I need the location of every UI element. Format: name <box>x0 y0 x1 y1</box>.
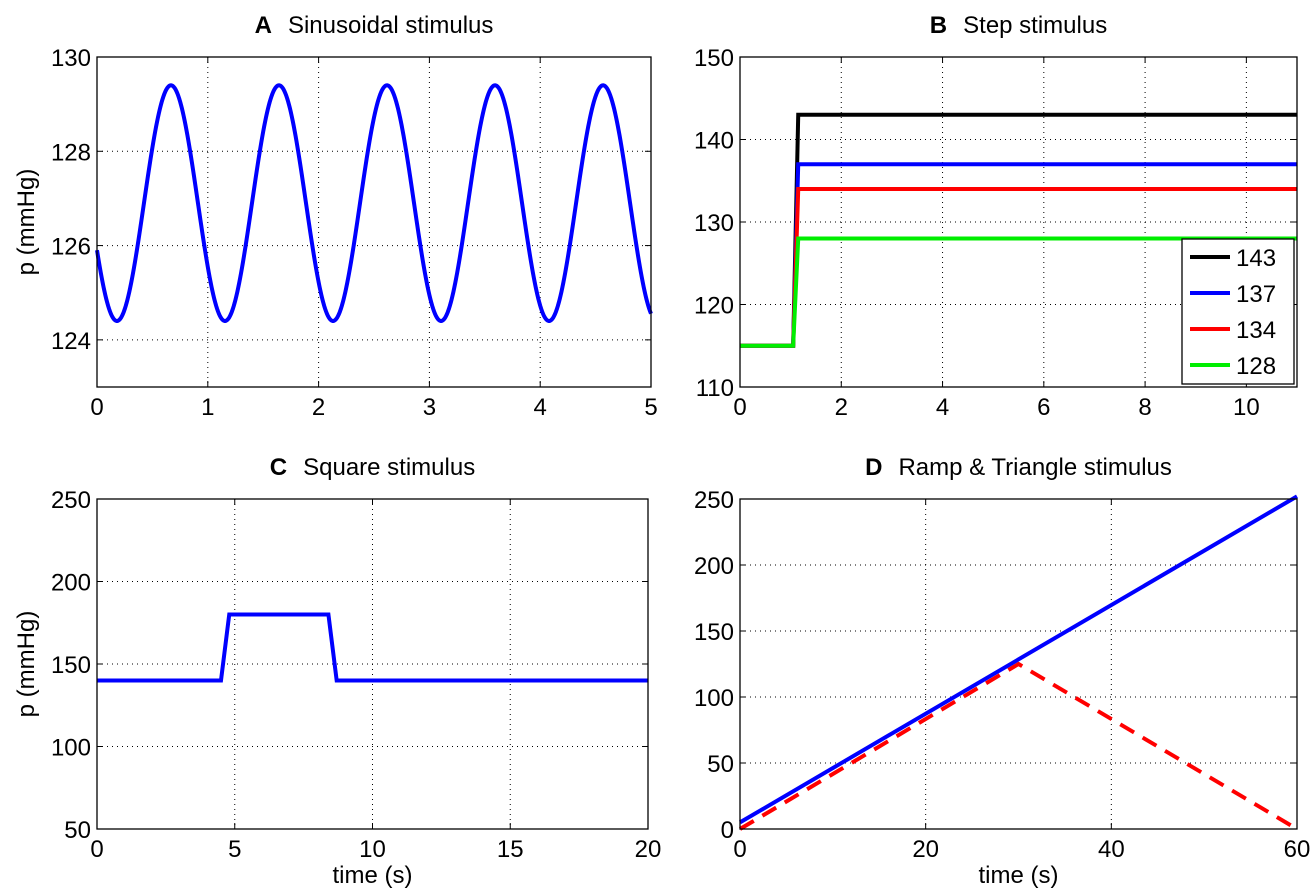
series-line-sinusoid <box>95 83 653 323</box>
x-tick-label: 20 <box>635 836 662 863</box>
panel-title: A Sinusoidal stimulus <box>255 12 494 39</box>
y-tick-label: 100 <box>51 735 91 762</box>
y-tick-label: 130 <box>51 45 91 72</box>
y-tick-label: 50 <box>64 817 91 844</box>
y-tick-label: 120 <box>694 293 734 320</box>
x-tick-label: 6 <box>1037 394 1050 421</box>
series-line-solid <box>97 612 648 683</box>
panel-title-text: Square stimulus <box>303 454 475 481</box>
panel-title-text: Step stimulus <box>963 12 1107 39</box>
legend-label: 137 <box>1236 281 1276 308</box>
x-tick-label: 5 <box>228 836 241 863</box>
legend-label: 128 <box>1236 353 1276 380</box>
y-tick-label: 0 <box>721 817 734 844</box>
y-tick-label: 200 <box>51 570 91 597</box>
y-tick-label: 150 <box>694 619 734 646</box>
x-tick-label: 8 <box>1138 394 1151 421</box>
legend-box <box>1181 238 1295 385</box>
x-tick-label: 5 <box>644 394 657 421</box>
x-tick-label: 10 <box>359 836 386 863</box>
x-tick-label: 60 <box>1284 836 1311 863</box>
panel-a: 0 1 2 3 4 5 124 126 128 130 A Sinusoidal stimulus p … <box>13 12 658 421</box>
panel-d: 0 20 40 60 0 50 100 150 200 250 D Ramp & Triangle s… <box>694 454 1310 889</box>
x-tick-label: 4 <box>936 394 949 421</box>
series-line-solid <box>738 494 1299 825</box>
x-tick-label: 0 <box>90 394 103 421</box>
panel-title-text: Ramp & Triangle stimulus <box>898 454 1171 481</box>
panel-title: D Ramp & Triangle stimulus <box>865 454 1172 481</box>
y-tick-label: 100 <box>694 685 734 712</box>
x-axis-label: time (s) <box>979 862 1059 889</box>
panel-title: B Step stimulus <box>930 12 1107 39</box>
x-tick-label: 2 <box>312 394 325 421</box>
x-tick-label: 1 <box>201 394 214 421</box>
y-tick-label: 200 <box>694 553 734 580</box>
y-tick-label: 126 <box>51 234 91 261</box>
x-axis-label: time (s) <box>333 862 413 889</box>
legend-label: 134 <box>1236 317 1276 344</box>
y-tick-label: 50 <box>707 751 734 778</box>
series-line-128 <box>740 236 1297 348</box>
x-tick-label: 10 <box>1233 394 1260 421</box>
panel-title: C Square stimulus <box>270 454 475 481</box>
y-tick-label: 128 <box>51 139 91 166</box>
y-tick-label: 150 <box>694 45 734 72</box>
x-tick-label: 2 <box>835 394 848 421</box>
panel-letter: B <box>930 12 947 39</box>
panel-letter: C <box>270 454 287 481</box>
panel-c: 0 5 10 15 20 50 100 150 200 250 C Square stimulus p … <box>13 454 661 889</box>
panel-letter: A <box>255 12 272 39</box>
legend: 143 137 134 128 <box>1181 238 1295 385</box>
x-tick-label: 20 <box>912 836 939 863</box>
x-tick-label: 15 <box>497 836 524 863</box>
y-axis-label: p (mmHg) <box>13 611 40 718</box>
y-tick-label: 250 <box>51 487 91 514</box>
y-tick-label: 140 <box>694 128 734 155</box>
y-tick-label: 110 <box>696 375 734 402</box>
panel-title-text: Sinusoidal stimulus <box>288 12 493 39</box>
x-tick-label: 0 <box>733 394 746 421</box>
axes-box <box>739 498 1298 830</box>
y-tick-label: 130 <box>694 210 734 237</box>
x-tick-label: 4 <box>534 394 547 421</box>
x-tick-label: 0 <box>733 836 746 863</box>
y-axis-label: p (mmHg) <box>13 169 40 276</box>
y-tick-label: 150 <box>51 652 91 679</box>
y-tick-label: 124 <box>51 328 91 355</box>
axes-box <box>96 56 652 388</box>
series-line-dashed <box>738 661 1299 831</box>
x-tick-label: 40 <box>1098 836 1125 863</box>
panel-letter: D <box>865 454 882 481</box>
x-tick-label: 3 <box>423 394 436 421</box>
y-tick-label: 250 <box>694 487 734 514</box>
legend-label: 143 <box>1236 245 1276 272</box>
x-tick-label: 0 <box>90 836 103 863</box>
